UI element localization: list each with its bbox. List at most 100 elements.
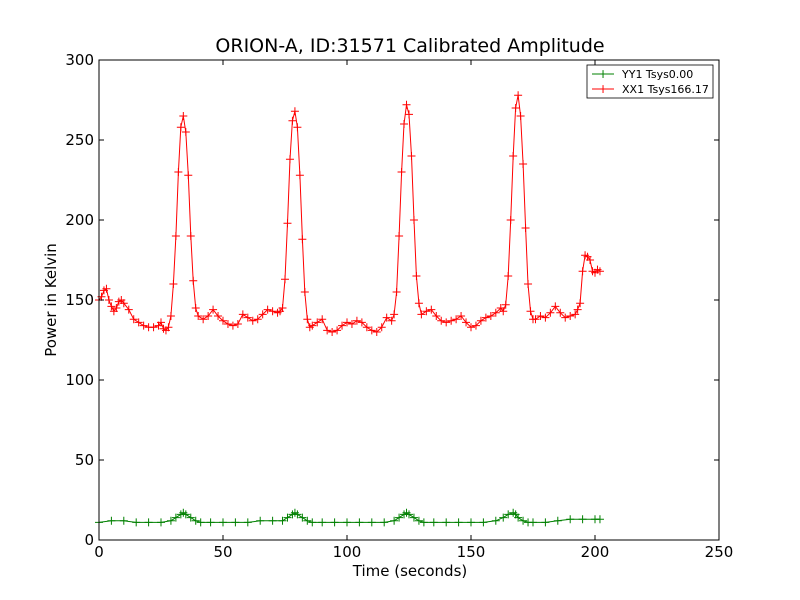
ticks-layer: 0 50 100 150 200 250 0 50 100 150 200 250 300	[65, 51, 733, 561]
data-point	[119, 299, 128, 308]
data-point	[288, 116, 297, 125]
data-point	[181, 128, 190, 136]
x-tick-label: 100	[333, 543, 362, 561]
data-point	[417, 310, 426, 319]
data-point	[427, 305, 436, 314]
data-point	[573, 305, 582, 314]
data-point	[511, 104, 520, 112]
series-line-1	[98, 95, 601, 333]
data-point	[243, 313, 252, 322]
data-point	[278, 304, 287, 312]
data-point	[206, 518, 215, 527]
legend-marker-yy1: +	[598, 67, 608, 81]
data-point	[509, 152, 518, 160]
data-point	[578, 515, 587, 524]
data-point	[283, 219, 292, 228]
data-point	[514, 513, 523, 522]
data-point	[457, 312, 466, 320]
data-point	[467, 323, 475, 332]
data-point	[442, 518, 451, 527]
data-point	[390, 310, 399, 319]
data-point	[357, 318, 366, 327]
data-point	[409, 216, 418, 224]
y-tick-label: 0	[84, 531, 94, 549]
data-point	[318, 518, 327, 527]
data-point	[238, 310, 247, 319]
data-point	[501, 300, 510, 309]
data-point	[566, 515, 575, 524]
data-point	[308, 321, 317, 330]
data-point	[191, 516, 200, 525]
data-point	[209, 305, 218, 314]
data-point	[343, 518, 351, 527]
x-tick-label: 150	[457, 543, 486, 561]
y-axis-label: Power in Kelvin	[42, 243, 60, 357]
data-point	[452, 315, 461, 324]
data-point	[429, 518, 438, 527]
data-point	[382, 313, 391, 322]
data-point	[531, 315, 540, 324]
data-point	[186, 513, 195, 522]
data-point	[595, 515, 604, 524]
data-point	[184, 171, 193, 180]
data-point	[400, 120, 409, 128]
data-point	[196, 518, 205, 527]
data-point	[179, 112, 188, 120]
data-point	[412, 272, 421, 280]
data-point	[561, 313, 570, 322]
data-point	[191, 304, 200, 312]
data-point	[422, 307, 431, 316]
data-point	[219, 518, 227, 527]
data-point	[107, 302, 116, 311]
data-point	[407, 152, 416, 160]
data-point	[397, 168, 406, 176]
data-point	[157, 518, 165, 527]
x-tick-label: 0	[94, 543, 104, 561]
data-point	[409, 513, 418, 522]
data-point	[323, 326, 332, 335]
data-point	[283, 513, 292, 522]
data-point	[447, 316, 456, 325]
plot-area	[99, 60, 719, 540]
data-point	[529, 518, 537, 527]
legend-box	[586, 64, 714, 99]
data-point	[499, 307, 508, 316]
data-point	[281, 275, 289, 284]
data-point	[402, 100, 411, 109]
data-point	[107, 516, 116, 525]
data-point	[231, 518, 240, 527]
data-point	[124, 305, 133, 314]
data-point	[367, 326, 376, 335]
data-point	[119, 516, 128, 525]
data-point	[333, 326, 342, 335]
data-point	[526, 307, 535, 316]
data-point	[169, 280, 178, 288]
data-point	[214, 312, 223, 320]
data-point	[516, 112, 525, 120]
data-point	[293, 123, 302, 132]
legend-marker-xx1: +	[598, 82, 608, 96]
chart-title: ORION-A, ID:31571 Calibrated Amplitude	[215, 35, 604, 57]
data-point	[166, 516, 175, 525]
data-point	[278, 516, 287, 525]
data-point	[293, 510, 302, 519]
data-point	[318, 315, 327, 324]
x-tick-label: 50	[213, 543, 232, 561]
data-point	[491, 308, 500, 317]
data-point	[104, 296, 113, 304]
data-point	[578, 267, 587, 276]
legend-label-yy1: YY1 Tsys0.00	[621, 68, 693, 81]
data-point	[390, 516, 399, 525]
data-point	[258, 310, 267, 319]
data-point	[233, 320, 242, 328]
data-point	[392, 288, 401, 296]
data-point	[328, 328, 337, 336]
data-point	[263, 305, 272, 314]
data-point	[144, 518, 153, 527]
data-point	[387, 316, 396, 325]
data-point	[504, 272, 513, 280]
data-point	[295, 171, 304, 180]
data-point	[268, 516, 277, 525]
y-tick-label: 200	[65, 211, 94, 229]
y-tick-label: 100	[65, 371, 94, 389]
